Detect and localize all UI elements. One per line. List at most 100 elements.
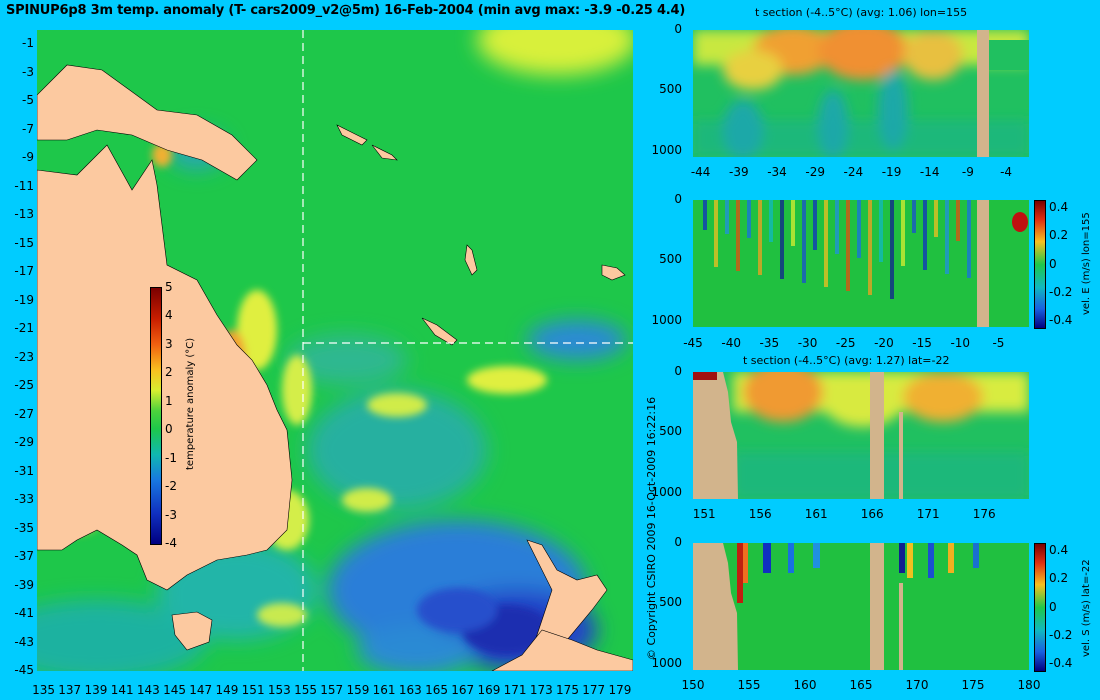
section-y-tick: 1000 bbox=[651, 312, 682, 327]
velocity-colorbar-tick: -0.4 bbox=[1049, 655, 1073, 670]
fiji-land bbox=[601, 264, 626, 281]
section-x-tick: -34 bbox=[767, 165, 787, 179]
section-x-tick: -19 bbox=[881, 165, 902, 179]
velocity-colorbar-tick: -0.2 bbox=[1049, 284, 1073, 299]
section-3-land bbox=[693, 372, 738, 499]
section-x-tick: -20 bbox=[874, 336, 894, 350]
map-y-tick: -15 bbox=[14, 235, 34, 250]
australia-land bbox=[37, 144, 293, 591]
section-x-tick: -9 bbox=[961, 165, 974, 179]
map-x-tick: 173 bbox=[529, 683, 553, 697]
velocity-stripe bbox=[857, 200, 861, 258]
map-y-tick: -41 bbox=[14, 606, 34, 621]
map-y-tick: -17 bbox=[14, 264, 34, 279]
velocity-stripe bbox=[890, 200, 894, 299]
map-x-tick: 151 bbox=[241, 683, 265, 697]
velocity-colorbar-tick: 0.4 bbox=[1049, 543, 1069, 558]
velocity-stripe bbox=[835, 200, 839, 254]
map-y-tick: -31 bbox=[14, 463, 34, 478]
map-x-tick: 179 bbox=[608, 683, 632, 697]
section-x-tick: -10 bbox=[950, 336, 971, 350]
temperature-colorbar-tick: 4 bbox=[165, 308, 173, 323]
velocity-stripe bbox=[758, 200, 762, 275]
vel-e-section-lon-155[interactable] bbox=[693, 200, 1029, 327]
map-y-tick: -21 bbox=[14, 321, 34, 336]
map-y-tick: -23 bbox=[14, 349, 34, 364]
section-x-tick: 176 bbox=[972, 507, 996, 521]
map-y-tick: -45 bbox=[14, 663, 34, 677]
temperature-colorbar-tick: -3 bbox=[165, 507, 177, 522]
section-y-tick: 500 bbox=[659, 252, 682, 267]
section-y-tick: 1000 bbox=[651, 484, 682, 499]
section-x-tick: -24 bbox=[843, 165, 864, 179]
temperature-colorbar-tick: -2 bbox=[165, 479, 177, 494]
temperature-colorbar bbox=[150, 287, 162, 545]
temperature-colorbar-tick: 2 bbox=[165, 365, 173, 380]
velocity-stripe bbox=[791, 200, 795, 246]
t-section-lon-155[interactable] bbox=[693, 30, 1029, 157]
map-y-tick: -37 bbox=[14, 549, 34, 564]
section-y-tick: 0 bbox=[674, 192, 682, 206]
section-y-tick: 500 bbox=[659, 82, 682, 97]
velocity-colorbar-tick: 0.2 bbox=[1049, 228, 1069, 243]
velocity-stripe bbox=[714, 200, 718, 267]
section-x-tick: -29 bbox=[805, 165, 825, 179]
velocity-stripe bbox=[901, 200, 905, 266]
vel-s-section-lat-22[interactable] bbox=[693, 543, 1029, 670]
vanuatu-land bbox=[464, 244, 478, 276]
velocity-stripe bbox=[802, 200, 806, 283]
map-x-tick: 143 bbox=[136, 683, 160, 697]
section-x-tick: 175 bbox=[961, 678, 985, 692]
map-y-tick: -25 bbox=[14, 378, 34, 393]
map-y-tick: -27 bbox=[14, 406, 34, 421]
section-x-tick: -39 bbox=[729, 165, 749, 179]
temperature-colorbar-tick: 3 bbox=[165, 336, 173, 351]
section-x-tick: -30 bbox=[797, 336, 818, 350]
map-x-tick: 145 bbox=[163, 683, 186, 697]
map-x-tick: 165 bbox=[425, 683, 448, 697]
map-y-tick: -39 bbox=[14, 577, 34, 592]
map-y-tick: -1 bbox=[22, 36, 34, 51]
section-y-tick: 500 bbox=[659, 595, 682, 610]
map-y-tick: -19 bbox=[14, 292, 34, 307]
temperature-colorbar-tick: 1 bbox=[165, 393, 173, 408]
velocity-stripe bbox=[703, 200, 707, 230]
velocity-stripe bbox=[747, 200, 751, 238]
map-x-tick: 141 bbox=[110, 683, 134, 697]
velocity-stripe bbox=[945, 200, 949, 274]
temperature-colorbar-tick: 0 bbox=[165, 422, 173, 437]
map-x-tick: 149 bbox=[215, 683, 239, 697]
map-y-tick: -5 bbox=[22, 93, 34, 108]
new-zealand-north-land bbox=[526, 539, 608, 656]
section-x-tick: -45 bbox=[683, 336, 703, 350]
velocity-stripe bbox=[912, 200, 916, 233]
velocity-stripe bbox=[923, 200, 927, 270]
velocity-stripe bbox=[967, 200, 971, 278]
velocity-stripe bbox=[780, 200, 784, 279]
velocity-stripe bbox=[879, 200, 883, 262]
section-x-tick: -35 bbox=[759, 336, 780, 350]
map-x-tick: 147 bbox=[189, 683, 213, 697]
section-y-tick: 1000 bbox=[651, 142, 682, 157]
map-x-tick: 157 bbox=[320, 683, 344, 697]
vel-e-colorbar bbox=[1034, 200, 1046, 329]
map-x-tick: 175 bbox=[556, 683, 579, 697]
temperature-colorbar-tick: -1 bbox=[165, 450, 177, 465]
velocity-stripe bbox=[824, 200, 828, 287]
tasmania-land bbox=[171, 611, 213, 651]
section-x-tick: 170 bbox=[905, 678, 929, 692]
temperature-anomaly-map[interactable] bbox=[37, 30, 633, 671]
section-1-land bbox=[977, 30, 989, 157]
section-x-tick: 165 bbox=[849, 678, 873, 692]
map-y-tick: -13 bbox=[14, 207, 34, 222]
velocity-stripe bbox=[769, 200, 773, 242]
new-guinea-land bbox=[37, 64, 258, 181]
t-section-lat-22[interactable] bbox=[693, 372, 1029, 499]
map-y-tick: -33 bbox=[14, 492, 34, 507]
velocity-colorbar-tick: 0.4 bbox=[1049, 200, 1069, 215]
vel-s-colorbar bbox=[1034, 543, 1046, 672]
velocity-stripe bbox=[736, 200, 740, 271]
section-y-tick: 0 bbox=[674, 535, 682, 549]
section-y-tick: 0 bbox=[674, 22, 682, 36]
temperature-colorbar-tick: -4 bbox=[165, 536, 177, 550]
